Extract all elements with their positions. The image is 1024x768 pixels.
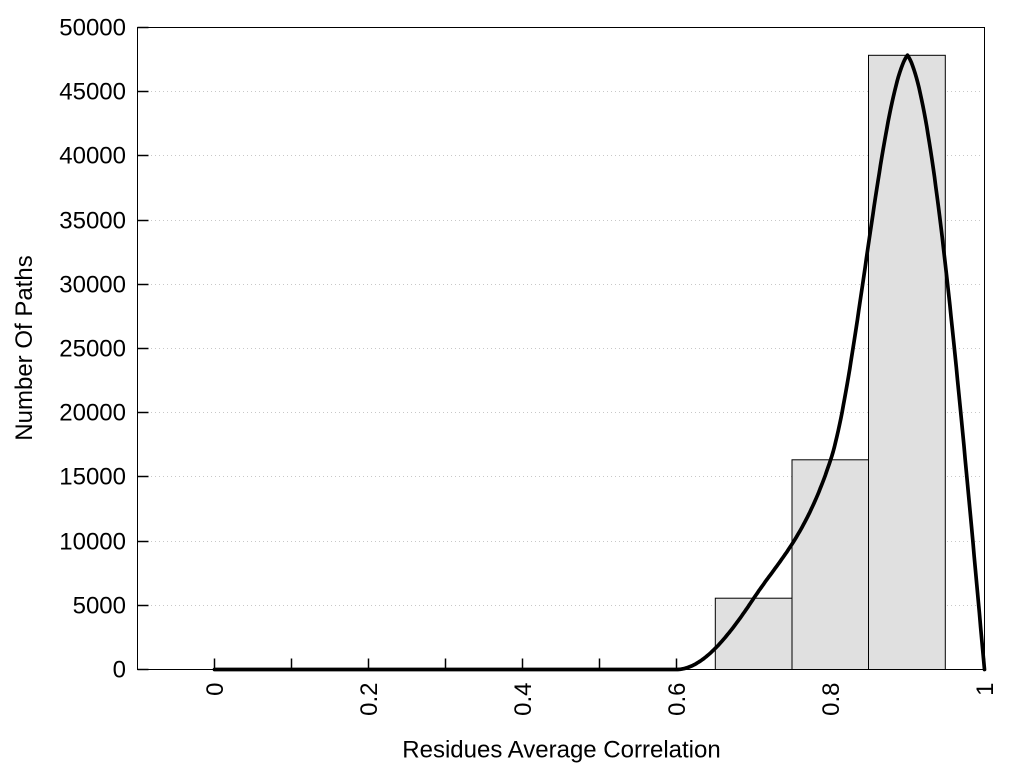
svg-text:30000: 30000 [59, 272, 126, 299]
svg-text:25000: 25000 [59, 336, 126, 363]
svg-text:10000: 10000 [59, 529, 126, 556]
svg-text:0.4: 0.4 [510, 683, 537, 716]
svg-text:0.2: 0.2 [356, 683, 383, 716]
svg-text:50000: 50000 [59, 15, 126, 42]
svg-text:40000: 40000 [59, 143, 126, 170]
svg-text:35000: 35000 [59, 208, 126, 235]
svg-text:0: 0 [202, 683, 229, 696]
svg-text:45000: 45000 [59, 79, 126, 106]
svg-text:Number Of Paths: Number Of Paths [11, 255, 38, 440]
svg-text:0.8: 0.8 [818, 683, 845, 716]
svg-text:20000: 20000 [59, 400, 126, 427]
svg-text:Residues Average Correlation: Residues Average Correlation [402, 737, 720, 764]
svg-text:5000: 5000 [73, 593, 126, 620]
svg-text:0: 0 [113, 657, 126, 684]
svg-text:15000: 15000 [59, 464, 126, 491]
svg-text:1: 1 [972, 683, 999, 696]
svg-text:0.6: 0.6 [664, 683, 691, 716]
